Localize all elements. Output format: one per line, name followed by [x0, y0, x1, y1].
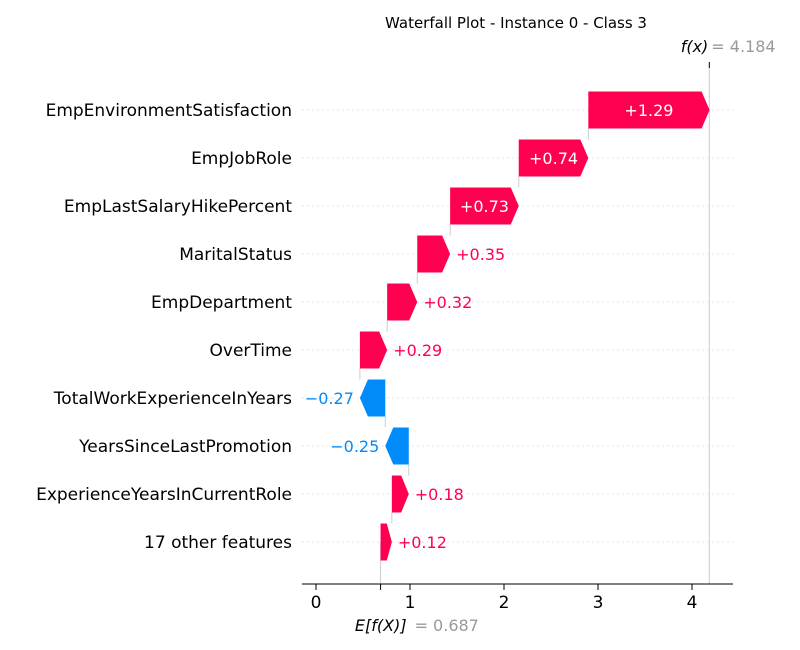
waterfall-bar [359, 379, 386, 417]
waterfall-bar [417, 235, 451, 273]
waterfall-bar [380, 523, 392, 561]
feature-label: EmpJobRole [191, 149, 292, 169]
output-value-label: f(x) [681, 37, 709, 56]
tick-label: 3 [593, 593, 604, 613]
value-label: +0.18 [415, 485, 464, 504]
row-guides [302, 68, 733, 584]
tick-label: 1 [405, 593, 416, 613]
waterfall-bar [588, 91, 710, 129]
feature-labels: EmpEnvironmentSatisfaction +1.29 EmpJobRol… [36, 101, 673, 553]
output-value-text: = 4.184 [711, 37, 775, 56]
feature-label: EmpEnvironmentSatisfaction [46, 101, 292, 121]
value-label: +0.12 [398, 533, 447, 552]
waterfall-bar [387, 283, 418, 321]
tick-label: 4 [687, 593, 698, 613]
feature-label: MaritalStatus [179, 245, 292, 265]
tick-label: 0 [311, 593, 322, 613]
feature-label: OverTime [210, 341, 293, 361]
output-value-annotation: f(x) = 4.184 [681, 37, 776, 68]
value-label: −0.27 [305, 389, 354, 408]
waterfall-bar [518, 139, 589, 177]
value-label: +1.29 [624, 101, 673, 120]
base-value-annotation: E[f(X)] = 0.687 [355, 584, 479, 635]
waterfall-bar [391, 475, 409, 513]
feature-label: EmpLastSalaryHikePercent [64, 197, 292, 217]
value-label: +0.29 [393, 341, 442, 360]
x-axis-ticks: 0 1 2 3 4 [311, 584, 698, 613]
base-value-label: E[f(X)] [355, 616, 407, 635]
value-label: −0.25 [330, 437, 379, 456]
feature-label: TotalWorkExperienceInYears [53, 389, 292, 409]
feature-label: YearsSinceLastPromotion [78, 437, 292, 457]
feature-label: EmpDepartment [151, 293, 292, 313]
waterfall-bar [450, 187, 519, 225]
bars [359, 91, 710, 561]
value-label: +0.32 [423, 293, 472, 312]
chart-title: Waterfall Plot - Instance 0 - Class 3 [385, 14, 647, 32]
base-value-text: = 0.687 [415, 616, 479, 635]
waterfall-bar [359, 331, 388, 369]
value-label: +0.74 [529, 149, 578, 168]
feature-label: 17 other features [144, 533, 292, 553]
value-label: +0.73 [460, 197, 509, 216]
value-label: +0.35 [456, 245, 505, 264]
waterfall-bar [385, 427, 409, 465]
feature-label: ExperienceYearsInCurrentRole [36, 485, 292, 505]
tick-label: 2 [499, 593, 510, 613]
